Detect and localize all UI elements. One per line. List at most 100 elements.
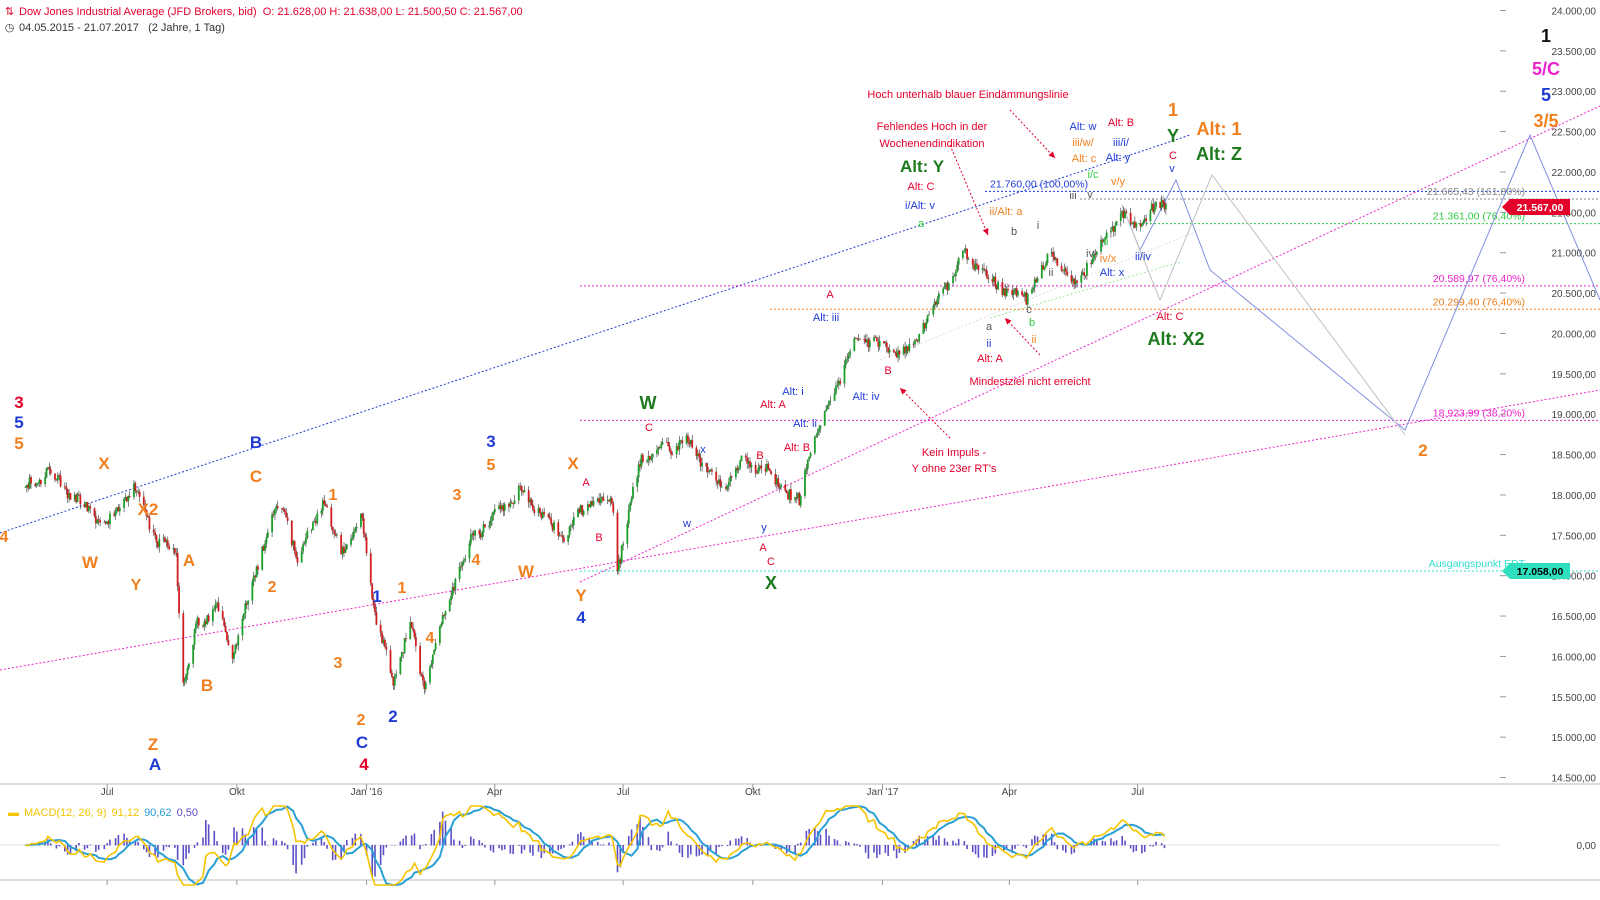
macd-histogram-bar — [1143, 845, 1146, 852]
macd-histogram-bar — [114, 838, 117, 846]
macd-histogram-bar — [481, 843, 483, 846]
annotation-arrow-line — [949, 144, 989, 236]
macd-histogram-bar — [966, 845, 968, 850]
candle-up — [928, 314, 930, 316]
wave-label: Alt: A — [760, 399, 786, 411]
candle-up — [846, 358, 849, 360]
macd-histogram-bar — [955, 843, 957, 846]
macd-histogram-bar — [1070, 845, 1073, 855]
candle-down — [895, 352, 898, 358]
wave-label: a — [986, 321, 993, 333]
macd-histogram-bar — [300, 845, 303, 865]
macd-histogram-bar — [343, 845, 345, 851]
candle-up — [321, 500, 324, 511]
candle-down — [1021, 291, 1023, 296]
candle-down — [66, 489, 69, 499]
macd-histogram-bar — [484, 845, 486, 848]
wave-label: 4 — [576, 608, 586, 627]
chart-range: ◷ 04.05.2015 - 21.07.2017 (2 Jahre, 1 Tag… — [4, 21, 225, 34]
macd-histogram-bar — [320, 836, 323, 846]
candle-down — [94, 516, 97, 524]
wave-label: Alt: B — [784, 442, 810, 454]
macd-histogram-bar — [1101, 840, 1104, 846]
macd-histogram-bar — [729, 840, 732, 846]
lower-pink-channel — [0, 389, 1600, 671]
candle-up — [617, 559, 620, 572]
ohlc-values: O: 21.628,00 H: 21.638,00 L: 21.500,50 C… — [262, 6, 523, 18]
candle-up — [183, 680, 186, 683]
candle-down — [898, 350, 901, 355]
candle-up — [1055, 258, 1057, 260]
candle-up — [450, 596, 453, 601]
fib-level-label: 21.760,00 (100,00%) — [990, 178, 1088, 190]
wave-label: 2 — [1418, 441, 1427, 460]
candle-down — [1022, 295, 1025, 297]
candle-down — [608, 500, 610, 502]
candle-down — [971, 259, 974, 265]
candle-down — [168, 546, 171, 550]
candle-down — [175, 552, 178, 554]
candle-down — [1133, 221, 1136, 228]
y-tick-label: 19.000,00 — [1552, 410, 1597, 421]
candle-down — [1083, 272, 1086, 276]
candle-up — [689, 439, 692, 445]
candle-down — [478, 530, 481, 535]
candle-up — [818, 428, 820, 432]
macd-histogram-bar — [205, 820, 207, 846]
candle-up — [312, 522, 314, 531]
candle-down — [135, 490, 138, 492]
candle-down — [276, 506, 279, 508]
wave-label: v — [1169, 163, 1175, 175]
candle-up — [216, 602, 219, 604]
macd-histogram-bar — [66, 845, 69, 855]
macd-histogram-bar — [1132, 845, 1135, 853]
macd-histogram-bar — [221, 845, 224, 854]
candle-up — [1071, 278, 1074, 282]
candle-up — [409, 621, 412, 640]
x-tick-label: Okt — [745, 787, 761, 798]
candle-down — [197, 617, 200, 626]
macd-histogram-bar — [154, 845, 156, 856]
macd-histogram-bar — [1031, 839, 1033, 846]
candle-up — [491, 515, 493, 522]
wave-label: X — [567, 454, 579, 473]
wave-label: iv/x — [1100, 253, 1117, 265]
candle-down — [946, 282, 949, 291]
candle-down — [217, 602, 220, 611]
candle-up — [454, 578, 457, 590]
macd-histogram-bar — [642, 826, 644, 846]
candle-up — [1119, 213, 1122, 222]
candle-up — [1095, 251, 1098, 255]
candle-up — [1115, 221, 1118, 226]
candle-up — [310, 530, 313, 531]
macd-histogram-bar — [839, 844, 842, 846]
candle-down — [1129, 212, 1132, 223]
candle-down — [65, 486, 68, 490]
wave-label: Alt: iv — [853, 391, 880, 403]
wave-label: ii/iv — [1135, 251, 1151, 263]
wave-label: 1 — [1541, 26, 1551, 46]
candle-up — [878, 341, 881, 347]
candle-up — [38, 480, 41, 484]
candle-up — [853, 338, 856, 352]
macd-histogram-bar — [517, 845, 520, 846]
candle-up — [211, 609, 214, 622]
candle-down — [379, 624, 382, 633]
candle-up — [274, 509, 276, 515]
candle-up — [341, 546, 344, 555]
macd-histogram-bar — [853, 843, 856, 846]
macd-histogram-bar — [943, 838, 946, 846]
candle-up — [675, 446, 678, 455]
candle-down — [512, 502, 515, 504]
candle-up — [680, 440, 682, 442]
candle-up — [1045, 262, 1047, 267]
wave-label: Alt: B — [1108, 117, 1134, 129]
macd-histogram-bar — [777, 845, 779, 849]
candle-up — [242, 613, 245, 619]
wave-label: 2 — [388, 707, 397, 726]
macd-histogram-bar — [656, 845, 658, 851]
candle-down — [533, 509, 536, 514]
macd-histogram-bar — [1110, 838, 1112, 846]
candle-down — [973, 264, 976, 270]
